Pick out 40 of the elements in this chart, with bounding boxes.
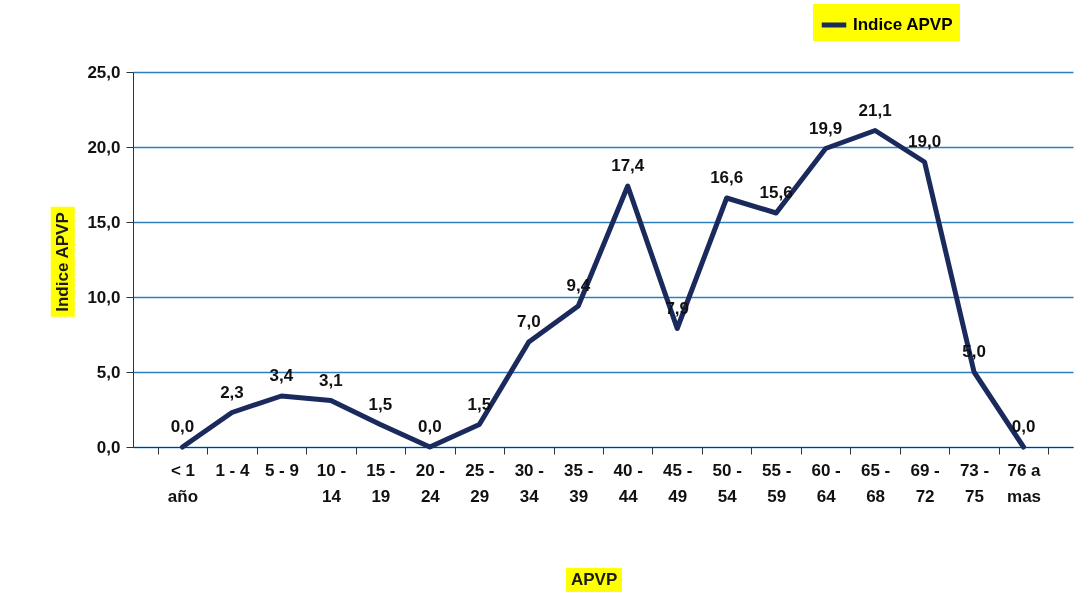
- data-label: 0,0: [170, 417, 195, 436]
- x-tick-label: 60 - 64: [811, 460, 841, 506]
- y-tick-label: 15,0: [87, 212, 121, 232]
- data-label: 16,6: [710, 168, 744, 187]
- data-label: 1,5: [467, 394, 492, 414]
- x-tick-label: 65 - 68: [860, 460, 891, 506]
- x-tick-label: 5 - 9: [264, 460, 299, 480]
- y-tick-label: 25,0: [87, 62, 121, 82]
- data-label: 0,0: [418, 417, 442, 436]
- x-tick-label: 20 - 24: [415, 460, 445, 506]
- y-tick-label: 5,0: [96, 362, 121, 382]
- legend-label: Indice APVP: [853, 15, 953, 34]
- data-label: 1,5: [368, 394, 393, 414]
- x-tick-label: 30 - 34: [514, 460, 544, 506]
- x-tick-label: 10 - 14: [316, 460, 347, 506]
- data-label: 3,1: [319, 370, 343, 390]
- x-tick-label: 50 - 54: [712, 460, 742, 506]
- x-tick-label: 55 - 59: [762, 460, 792, 506]
- x-tick-label: 25 - 29: [465, 460, 495, 506]
- data-label: 2,3: [220, 382, 244, 402]
- data-label: 0,0: [1011, 417, 1036, 436]
- x-tick-label: 40 - 44: [613, 460, 643, 506]
- data-label: 21,1: [858, 100, 892, 120]
- data-label: 7,0: [516, 312, 541, 331]
- data-label: 19,9: [809, 118, 843, 138]
- y-tick-label: 10,0: [87, 287, 121, 307]
- y-axis-title: Indice APVP: [50, 207, 75, 317]
- y-tick-label: 0,0: [96, 437, 121, 457]
- x-tick-label: 45 - 49: [663, 460, 693, 506]
- x-tick-label: 76 a mas: [1007, 460, 1042, 506]
- x-tick-label: 15 - 19: [366, 460, 396, 506]
- data-label: 17,4: [611, 156, 645, 175]
- x-tick-label: 73 - 75: [959, 460, 990, 506]
- x-tick-label: 35 - 39: [564, 460, 594, 506]
- x-tick-label: 69 - 72: [910, 460, 940, 506]
- data-label: 19,0: [908, 132, 942, 151]
- y-tick-label: 20,0: [87, 137, 121, 157]
- x-tick-label: 1 - 4: [215, 460, 250, 480]
- x-axis-title: APVP: [566, 568, 623, 592]
- x-tick-label: < 1 año: [167, 460, 199, 506]
